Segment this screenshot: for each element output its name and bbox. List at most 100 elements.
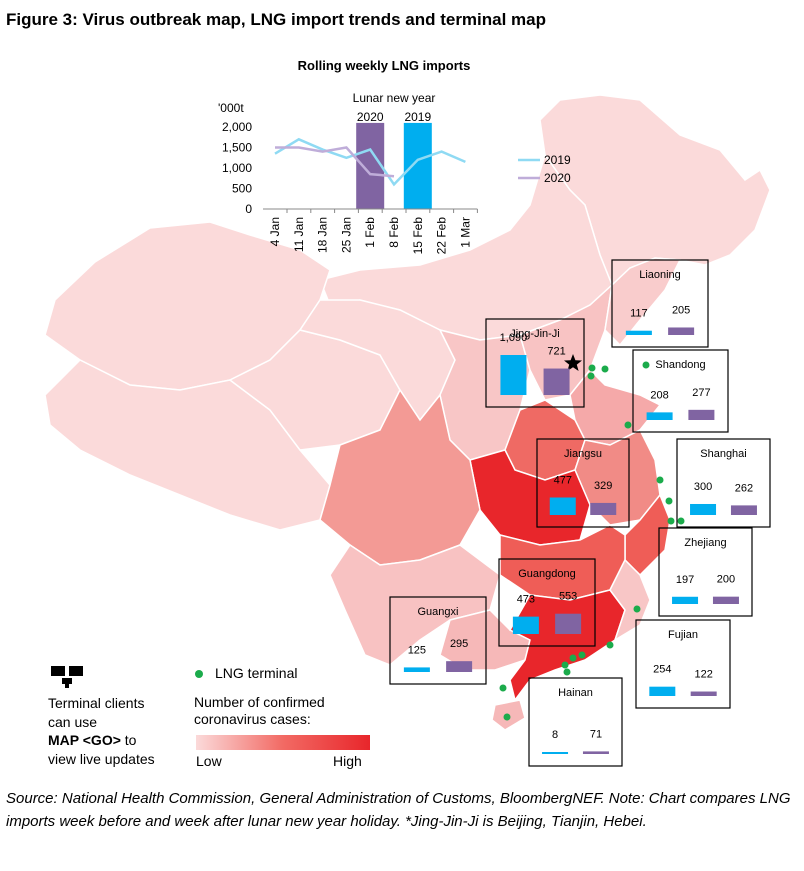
source-note: Source: National Health Commission, Gene… <box>6 790 791 830</box>
region-box-liaoning: Liaoning 117 205 <box>611 259 709 348</box>
clients-line-2: can use <box>48 713 98 730</box>
x-tick-label: 4 Jan <box>268 217 282 246</box>
cases-color-scale <box>196 735 370 750</box>
x-tick-label: 8 Feb <box>387 217 401 248</box>
map-go-command: MAP <GO> <box>48 732 121 748</box>
chart-title: Rolling weekly LNG imports <box>298 58 471 73</box>
bar-2020 <box>712 596 739 604</box>
cases-high-label: High <box>333 753 362 769</box>
bar-2020 <box>555 613 582 634</box>
highlight-bar-2019 <box>403 122 432 209</box>
region-box-frame <box>658 527 753 617</box>
y-tick-label: 2,000 <box>222 120 252 134</box>
bar-2019 <box>625 330 652 335</box>
bar-2019 <box>542 752 569 754</box>
y-tick-label: 0 <box>245 202 252 216</box>
lng-terminal-dot <box>503 713 511 721</box>
region-box-jing-jin-ji: Jing-Jin-Ji1,090 721 <box>485 318 585 408</box>
lng-terminal-dot <box>624 421 632 429</box>
bar-2020 <box>543 368 570 395</box>
value-2020: 329 <box>594 480 612 492</box>
bar-2019 <box>649 686 676 696</box>
x-tick-label: 15 Feb <box>411 217 425 255</box>
value-2020: 721 <box>547 346 565 358</box>
lng-terminal-dot <box>667 517 675 525</box>
value-2019: 1,090 <box>500 332 528 344</box>
region-box-frame <box>536 438 630 528</box>
lng-terminal-legend-dot <box>195 670 203 679</box>
region-name: Shandong <box>655 359 705 371</box>
x-tick-label: 1 Mar <box>458 217 472 248</box>
region-import-boxes: Liaoning 117 205 Jing-Jin-Ji1,090 721 Shandon… <box>389 259 771 767</box>
lng-terminal-dot <box>587 372 595 380</box>
lng-terminal-dot <box>563 668 571 676</box>
lng-terminal-dot <box>601 365 609 373</box>
y-tick-label: 1,000 <box>222 161 252 175</box>
y-tick-label: 1,500 <box>222 141 252 155</box>
series-line-2019 <box>274 137 466 187</box>
cases-low-label: Low <box>196 753 222 769</box>
value-2019: 197 <box>676 574 694 586</box>
x-tick-label: 25 Jan <box>339 217 353 253</box>
region-box-shanghai: Shanghai 300 262 <box>676 438 771 528</box>
x-tick-label: 1 Feb <box>363 217 377 248</box>
clients-line-3-rest: to <box>120 732 137 748</box>
bar-2020 <box>446 661 473 672</box>
value-2020: 122 <box>695 669 713 681</box>
region-box-frame <box>528 677 623 767</box>
region-name: Guangxi <box>418 606 459 618</box>
lng-terminal-dot <box>606 641 614 649</box>
region-box-guangdong: Guangdong 473 553 <box>498 558 596 647</box>
clients-line-1: Terminal clients <box>48 695 145 711</box>
value-2019: 117 <box>630 308 648 320</box>
region-box-frame <box>389 596 487 685</box>
x-tick-label: 11 Jan <box>292 217 306 252</box>
lunar-new-year-annotation: Lunar new year <box>353 91 436 105</box>
terminal-icon <box>50 666 84 695</box>
lng-imports-chart: Rolling weekly LNG imports '000t 2020 201… <box>218 58 571 255</box>
bar-2020 <box>582 751 609 754</box>
bar-2019 <box>646 412 673 420</box>
region-box-frame <box>498 558 596 647</box>
region-box-frame <box>632 349 729 433</box>
region-name: Hainan <box>558 687 593 699</box>
lng-terminal-dot <box>665 497 673 505</box>
value-2019: 125 <box>408 644 426 656</box>
value-2020: 295 <box>450 638 468 650</box>
x-tick-label: 18 Jan <box>316 217 330 253</box>
bar-2019 <box>403 667 430 672</box>
bar-2020 <box>590 502 617 515</box>
y-axis-unit: '000t <box>218 101 244 115</box>
cases-legend-title: Number of confirmed coronavirus cases: <box>194 694 325 727</box>
beijing-star <box>564 354 582 371</box>
value-2020: 200 <box>717 574 735 586</box>
region-name: Shanghai <box>700 448 747 460</box>
value-2020: 553 <box>559 591 577 603</box>
region-name: Guangdong <box>518 568 576 580</box>
region-box-hainan: Hainan 8 71 <box>528 677 623 767</box>
region-name: Liaoning <box>639 269 681 281</box>
beijing-star-icon <box>564 354 582 371</box>
bar-2020 <box>730 505 757 515</box>
value-2020: 277 <box>692 387 710 399</box>
value-2019: 8 <box>552 729 558 741</box>
bar-2019 <box>672 596 699 604</box>
region-name: Jiangsu <box>564 448 602 460</box>
clients-line-4: view live updates <box>48 750 155 767</box>
value-2019: 208 <box>650 389 668 401</box>
value-2020: 205 <box>672 304 690 316</box>
lng-terminal-dot <box>677 517 685 525</box>
bar-2020 <box>688 409 715 420</box>
province-fills <box>44 94 771 731</box>
region-name: Fujian <box>668 629 698 641</box>
province-liaoning <box>604 257 682 347</box>
y-tick-label: 500 <box>232 182 252 196</box>
value-2020: 71 <box>590 728 602 740</box>
region-box-frame <box>635 619 731 709</box>
lng-terminal-dot <box>633 605 641 613</box>
legend-label-2020: 2020 <box>544 171 571 185</box>
lng-terminals <box>499 361 685 721</box>
lng-terminal-legend-label: LNG terminal <box>215 665 298 681</box>
lng-terminal-dot <box>656 476 664 484</box>
highlight-bar-label: 2019 <box>404 110 431 124</box>
